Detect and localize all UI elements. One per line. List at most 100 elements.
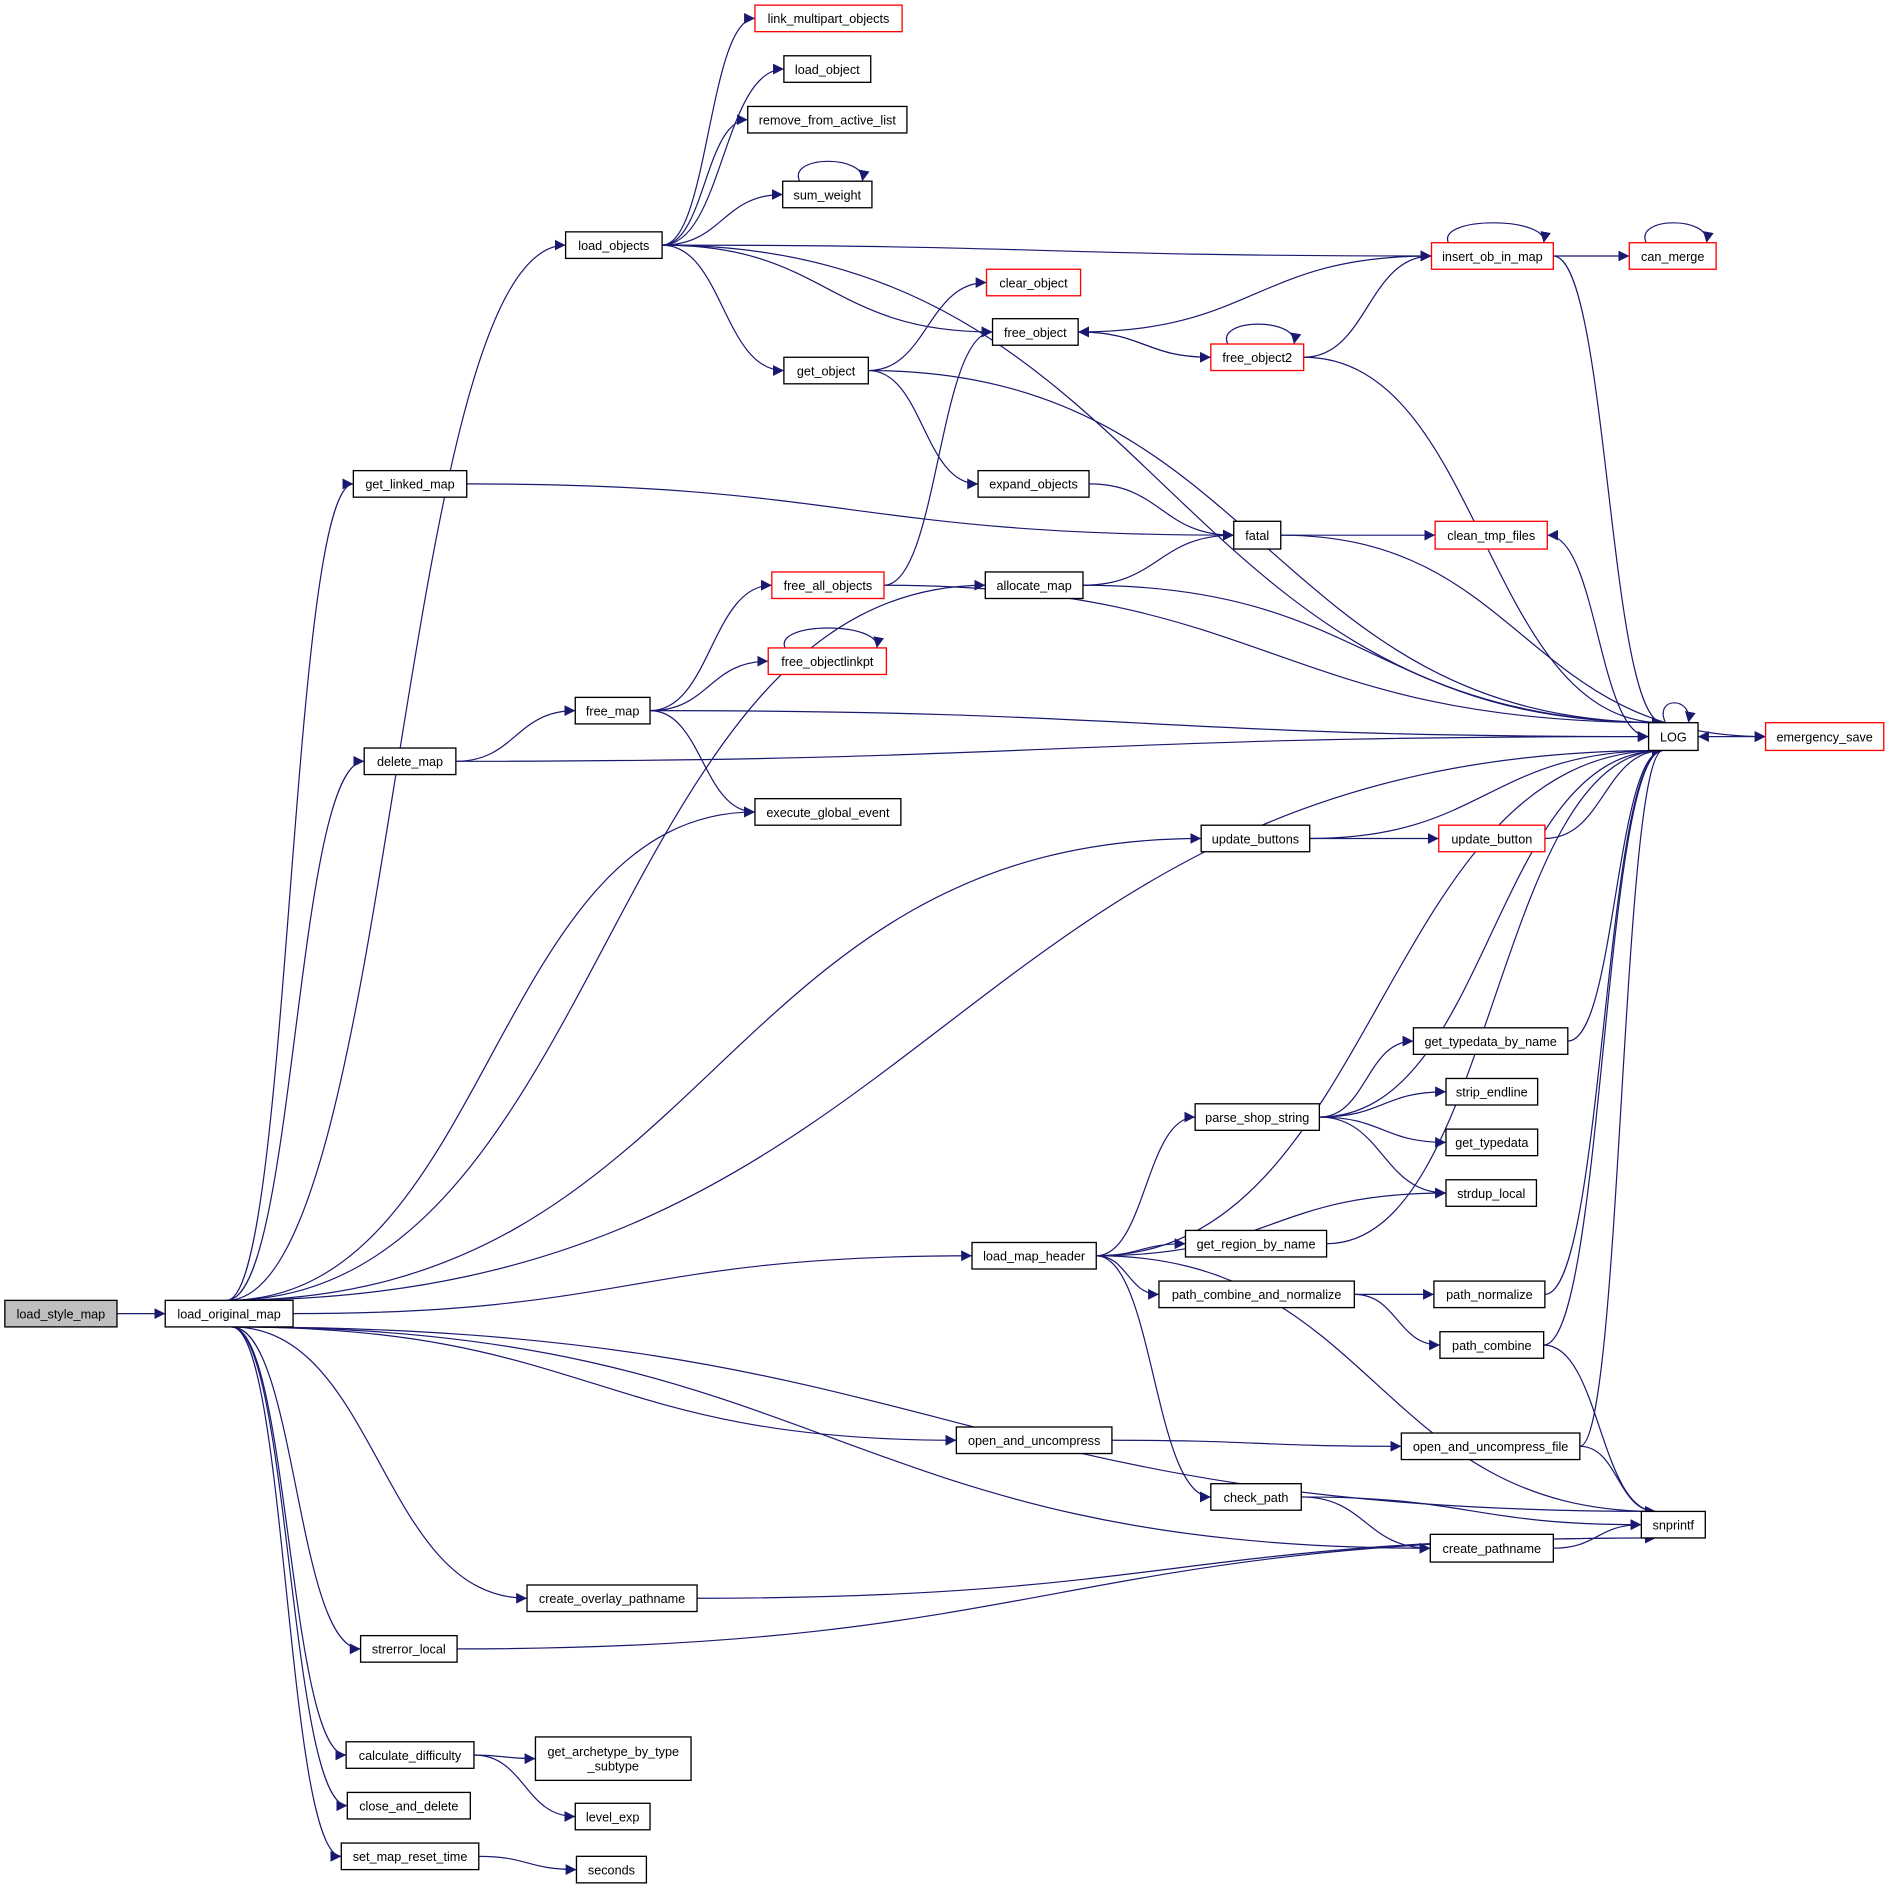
edge-load-map-header-to-path-combine-and-normalize: [1096, 1255, 1159, 1300]
node-box: [782, 180, 873, 209]
edge-parse-shop-string-to-log: [1319, 745, 1664, 1118]
node-free-all-objects[interactable]: free_all_objects: [771, 571, 885, 600]
node-load-original-map[interactable]: load_original_map: [164, 1299, 294, 1328]
node-load-object[interactable]: load_object: [783, 55, 872, 83]
edge-get-region-by-name-to-log: [1326, 745, 1664, 1245]
node-path-combine-and-normalize[interactable]: path_combine_and_normalize: [1158, 1280, 1355, 1309]
node-box: [1445, 1179, 1538, 1207]
node-get-archetype-by-type-subtype[interactable]: get_archetype_by_type_subtype: [534, 1736, 692, 1782]
edge-load-original-map-to-open-and-uncompress: [231, 1326, 957, 1446]
node-label: get_object: [797, 364, 856, 378]
node-emergency-save[interactable]: emergency_save: [1764, 722, 1885, 752]
node-level-exp[interactable]: level_exp: [574, 1802, 651, 1831]
node-label: delete_map: [377, 755, 443, 769]
edge-strerror-local-to-snprintf: [457, 1532, 1656, 1650]
edge-sum-weight-to-sum-weight: [797, 160, 870, 182]
node-insert-ob-in-map[interactable]: insert_ob_in_map: [1430, 242, 1554, 270]
node-create-pathname[interactable]: create_pathname: [1429, 1533, 1554, 1563]
node-link-multipart-objects[interactable]: link_multipart_objects: [754, 4, 903, 33]
node-delete-map[interactable]: delete_map: [363, 747, 457, 776]
node-update-buttons[interactable]: update_buttons: [1200, 824, 1311, 853]
edge-load-map-header-to-snprintf: [1096, 1255, 1656, 1517]
node-label: allocate_map: [996, 579, 1071, 593]
edge-path-combine-to-snprintf: [1543, 1344, 1656, 1517]
edge-load-original-map-to-log: [226, 745, 1664, 1301]
node-box: [783, 55, 872, 83]
node-box: [534, 1736, 692, 1782]
node-box: [767, 647, 888, 676]
node-load-map-header[interactable]: load_map_header: [971, 1241, 1097, 1270]
node-free-map[interactable]: free_map: [574, 696, 651, 725]
node-execute-global-event[interactable]: execute_global_event: [754, 798, 902, 826]
node-label: can_merge: [1641, 250, 1704, 264]
edge-load-original-map-to-close-and-delete: [231, 1326, 348, 1812]
node-strip-endline[interactable]: strip_endline: [1445, 1077, 1539, 1106]
node-free-objectlinkpt[interactable]: free_objectlinkpt: [767, 647, 888, 676]
node-box: [977, 469, 1090, 498]
node-remove-from-active-list[interactable]: remove_from_active_list: [747, 105, 908, 134]
node-allocate-map[interactable]: allocate_map: [984, 571, 1084, 600]
node-get-object[interactable]: get_object: [783, 356, 869, 385]
node-get-linked-map[interactable]: get_linked_map: [352, 469, 468, 498]
edge-load-original-map-to-create-overlay-pathname: [231, 1326, 528, 1604]
edge-free-all-objects-to-free-object: [883, 326, 993, 586]
edge-load-original-map-to-set-map-reset-time: [231, 1326, 342, 1862]
edge-load-objects-to-sum-weight: [662, 189, 783, 246]
node-label: sum_weight: [794, 188, 862, 202]
edge-load-original-map-to-allocate-map: [226, 579, 986, 1301]
node-label: free_object: [1004, 326, 1067, 340]
edge-check-path-to-create-pathname: [1301, 1496, 1431, 1554]
node-label: clear_object: [999, 276, 1068, 290]
edge-expand-objects-to-fatal: [1089, 483, 1234, 541]
node-strerror-local[interactable]: strerror_local: [359, 1634, 458, 1663]
node-label: free_map: [586, 704, 639, 718]
node-label: path_combine_and_normalize: [1172, 1288, 1342, 1302]
edge-load-original-map-to-execute-global-event: [226, 806, 755, 1301]
node-free-object2[interactable]: free_object2: [1210, 343, 1305, 372]
node-sum-weight[interactable]: sum_weight: [782, 180, 873, 209]
node-calculate-difficulty[interactable]: calculate_difficulty: [345, 1741, 475, 1769]
edge-insert-ob-in-map-to-insert-ob-in-map: [1447, 222, 1551, 243]
node-load-objects[interactable]: load_objects: [564, 231, 663, 260]
node-fatal[interactable]: fatal: [1233, 520, 1282, 550]
node-box: [1764, 722, 1885, 752]
node-update-button[interactable]: update_button: [1438, 824, 1546, 853]
node-close-and-delete[interactable]: close_and_delete: [346, 1791, 472, 1820]
node-get-typedata-by-name[interactable]: get_typedata_by_name: [1412, 1027, 1569, 1056]
edge-load-original-map-to-create-pathname: [231, 1326, 1431, 1554]
edge-insert-ob-in-map-to-log: [1553, 255, 1664, 729]
edge-load-objects-to-load-object: [662, 63, 784, 246]
node-label: get_typedata: [1455, 1136, 1529, 1150]
node-log[interactable]: LOG: [1647, 722, 1699, 752]
node-box: [1184, 1229, 1328, 1258]
node-free-object[interactable]: free_object: [991, 318, 1079, 346]
edge-open-and-uncompress-to-open-and-uncompress-file: [1111, 1439, 1402, 1452]
node-check-path[interactable]: check_path: [1210, 1483, 1302, 1511]
node-clear-object[interactable]: clear_object: [985, 268, 1082, 297]
edge-free-map-to-execute-global-event: [650, 710, 755, 818]
node-create-overlay-pathname[interactable]: create_overlay_pathname: [526, 1584, 698, 1613]
edge-free-object2-to-free-object: [1078, 326, 1211, 358]
node-box: [991, 318, 1079, 346]
node-expand-objects[interactable]: expand_objects: [977, 469, 1090, 498]
edge-free-map-to-log: [650, 710, 1649, 742]
node-snprintf[interactable]: snprintf: [1640, 1510, 1706, 1539]
node-path-combine[interactable]: path_combine: [1439, 1331, 1545, 1359]
node-get-region-by-name[interactable]: get_region_by_name: [1184, 1229, 1328, 1258]
edge-load-map-header-to-log: [1096, 745, 1664, 1257]
node-path-normalize[interactable]: path_normalize: [1433, 1280, 1546, 1309]
node-load-style-map[interactable]: load_style_map: [4, 1299, 118, 1328]
node-get-typedata[interactable]: get_typedata: [1445, 1128, 1539, 1157]
node-can-merge[interactable]: can_merge: [1628, 242, 1717, 270]
node-label: check_path: [1224, 1491, 1289, 1505]
edge-log-to-clean-tmp-files: [1547, 529, 1649, 738]
node-seconds[interactable]: seconds: [575, 1855, 648, 1884]
node-clean-tmp-files[interactable]: clean_tmp_files: [1434, 520, 1548, 550]
node-set-map-reset-time[interactable]: set_map_reset_time: [340, 1842, 480, 1871]
node-open-and-uncompress-file[interactable]: open_and_uncompress_file: [1400, 1432, 1581, 1461]
node-strdup-local[interactable]: strdup_local: [1445, 1179, 1538, 1207]
node-open-and-uncompress[interactable]: open_and_uncompress: [955, 1426, 1113, 1455]
node-label: load_object: [795, 63, 860, 77]
node-parse-shop-string[interactable]: parse_shop_string: [1194, 1103, 1321, 1131]
